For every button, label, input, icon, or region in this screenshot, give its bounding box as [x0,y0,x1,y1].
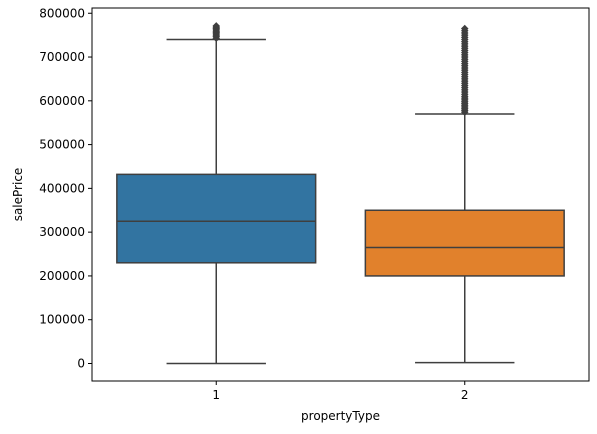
y-tick-label: 600000 [39,94,85,108]
y-tick-label: 800000 [39,6,85,20]
y-tick-label: 0 [77,356,85,370]
y-tick-label: 200000 [39,269,85,283]
axes: 1 2 0 100000 200000 300000 400000 500000 600000 7… [39,6,468,402]
outlier-point [460,24,469,33]
axes-frame [91,7,590,382]
outlier-point [212,22,221,30]
y-tick-label: 500000 [39,138,85,152]
box-1 [116,173,317,264]
box-2 [364,209,565,277]
x-tick-label: 2 [461,388,469,402]
plot-area [116,22,565,365]
x-axis-label: propertyType [301,409,380,423]
y-tick-label: 300000 [39,225,85,239]
x-tick-label: 1 [212,388,220,402]
y-axis-label: salePrice [11,168,25,222]
y-tick-label: 700000 [39,50,85,64]
y-tick-label: 100000 [39,313,85,327]
y-tick-label: 400000 [39,181,85,195]
